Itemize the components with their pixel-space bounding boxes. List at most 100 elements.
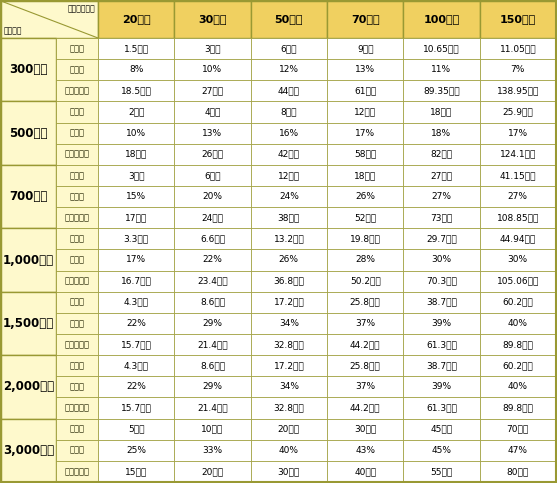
- Bar: [403, 165, 480, 186]
- Text: 還付率: 還付率: [70, 319, 85, 328]
- Bar: [98, 461, 174, 482]
- Text: 20万円: 20万円: [122, 14, 150, 25]
- Text: 89.8万円: 89.8万円: [502, 403, 533, 412]
- Bar: [251, 419, 327, 440]
- Bar: [251, 186, 327, 207]
- Bar: [251, 398, 327, 419]
- Bar: [327, 355, 403, 376]
- Text: 3万円: 3万円: [128, 171, 144, 180]
- Bar: [56, 123, 98, 144]
- Text: 138.95万円: 138.95万円: [497, 86, 539, 95]
- Bar: [251, 59, 327, 80]
- Bar: [1, 228, 56, 292]
- Text: 18万円: 18万円: [354, 171, 377, 180]
- Bar: [174, 123, 251, 144]
- Text: 80万円: 80万円: [507, 467, 529, 476]
- Text: 89.35万円: 89.35万円: [423, 86, 460, 95]
- Bar: [56, 38, 98, 59]
- Text: 還付率: 還付率: [70, 446, 85, 455]
- Bar: [480, 461, 556, 482]
- Bar: [480, 398, 556, 419]
- Bar: [98, 123, 174, 144]
- Text: 22%: 22%: [126, 319, 146, 328]
- Text: 17%: 17%: [126, 256, 146, 265]
- Text: 30万円: 30万円: [198, 14, 227, 25]
- Text: 44万円: 44万円: [278, 86, 300, 95]
- Text: 82万円: 82万円: [431, 150, 452, 159]
- Bar: [1, 38, 56, 101]
- Bar: [327, 80, 403, 101]
- Text: 還付率: 還付率: [70, 383, 85, 391]
- Text: 11.05万円: 11.05万円: [500, 44, 536, 53]
- Bar: [480, 207, 556, 228]
- Bar: [403, 228, 480, 249]
- Text: 44.94万円: 44.94万円: [500, 234, 536, 243]
- Text: 18万円: 18万円: [125, 150, 147, 159]
- Bar: [98, 228, 174, 249]
- Text: 34%: 34%: [279, 383, 299, 391]
- Bar: [327, 101, 403, 123]
- Text: 27万円: 27万円: [202, 86, 223, 95]
- Bar: [56, 461, 98, 482]
- Text: 29.7万円: 29.7万円: [426, 234, 457, 243]
- Bar: [251, 207, 327, 228]
- Bar: [251, 101, 327, 123]
- Text: 61万円: 61万円: [354, 86, 377, 95]
- Text: 50.2万円: 50.2万円: [350, 277, 380, 285]
- Text: 24万円: 24万円: [202, 213, 223, 222]
- Bar: [174, 165, 251, 186]
- Text: 10%: 10%: [202, 65, 223, 74]
- Bar: [174, 38, 251, 59]
- Text: 10万円: 10万円: [202, 425, 223, 434]
- Text: 12万円: 12万円: [278, 171, 300, 180]
- Bar: [327, 165, 403, 186]
- Text: 5万円: 5万円: [128, 425, 144, 434]
- Bar: [56, 59, 98, 80]
- Bar: [480, 1, 556, 38]
- Text: 3万円: 3万円: [204, 44, 221, 53]
- Text: 61.3万円: 61.3万円: [426, 403, 457, 412]
- Text: 37%: 37%: [355, 383, 375, 391]
- Text: 16%: 16%: [278, 128, 299, 138]
- Text: 10%: 10%: [126, 128, 146, 138]
- Bar: [174, 144, 251, 165]
- Text: 18%: 18%: [432, 128, 452, 138]
- Text: 24%: 24%: [279, 192, 299, 201]
- Bar: [327, 1, 403, 38]
- Bar: [174, 355, 251, 376]
- Bar: [1, 292, 56, 355]
- Text: 22%: 22%: [126, 383, 146, 391]
- Bar: [174, 270, 251, 292]
- Text: 20万円: 20万円: [202, 467, 223, 476]
- Bar: [98, 440, 174, 461]
- Bar: [98, 398, 174, 419]
- Bar: [98, 59, 174, 80]
- Bar: [480, 270, 556, 292]
- Bar: [403, 144, 480, 165]
- Bar: [174, 398, 251, 419]
- Bar: [480, 80, 556, 101]
- Bar: [98, 376, 174, 398]
- Text: 8.6万円: 8.6万円: [200, 361, 225, 370]
- Text: 実質医療費: 実質医療費: [65, 86, 90, 95]
- Bar: [174, 313, 251, 334]
- Text: 22%: 22%: [203, 256, 222, 265]
- Bar: [251, 123, 327, 144]
- Text: 17.2万円: 17.2万円: [273, 361, 304, 370]
- Text: 21.4万円: 21.4万円: [197, 403, 228, 412]
- Bar: [251, 270, 327, 292]
- Text: 16.7万円: 16.7万円: [121, 277, 152, 285]
- Bar: [403, 186, 480, 207]
- Bar: [403, 398, 480, 419]
- Text: 7%: 7%: [511, 65, 525, 74]
- Text: 45万円: 45万円: [431, 425, 452, 434]
- Bar: [174, 186, 251, 207]
- Bar: [327, 461, 403, 482]
- Text: 25%: 25%: [126, 446, 146, 455]
- Bar: [403, 80, 480, 101]
- Bar: [98, 270, 174, 292]
- Bar: [480, 334, 556, 355]
- Bar: [56, 270, 98, 292]
- Bar: [174, 419, 251, 440]
- Text: 18.5万円: 18.5万円: [121, 86, 152, 95]
